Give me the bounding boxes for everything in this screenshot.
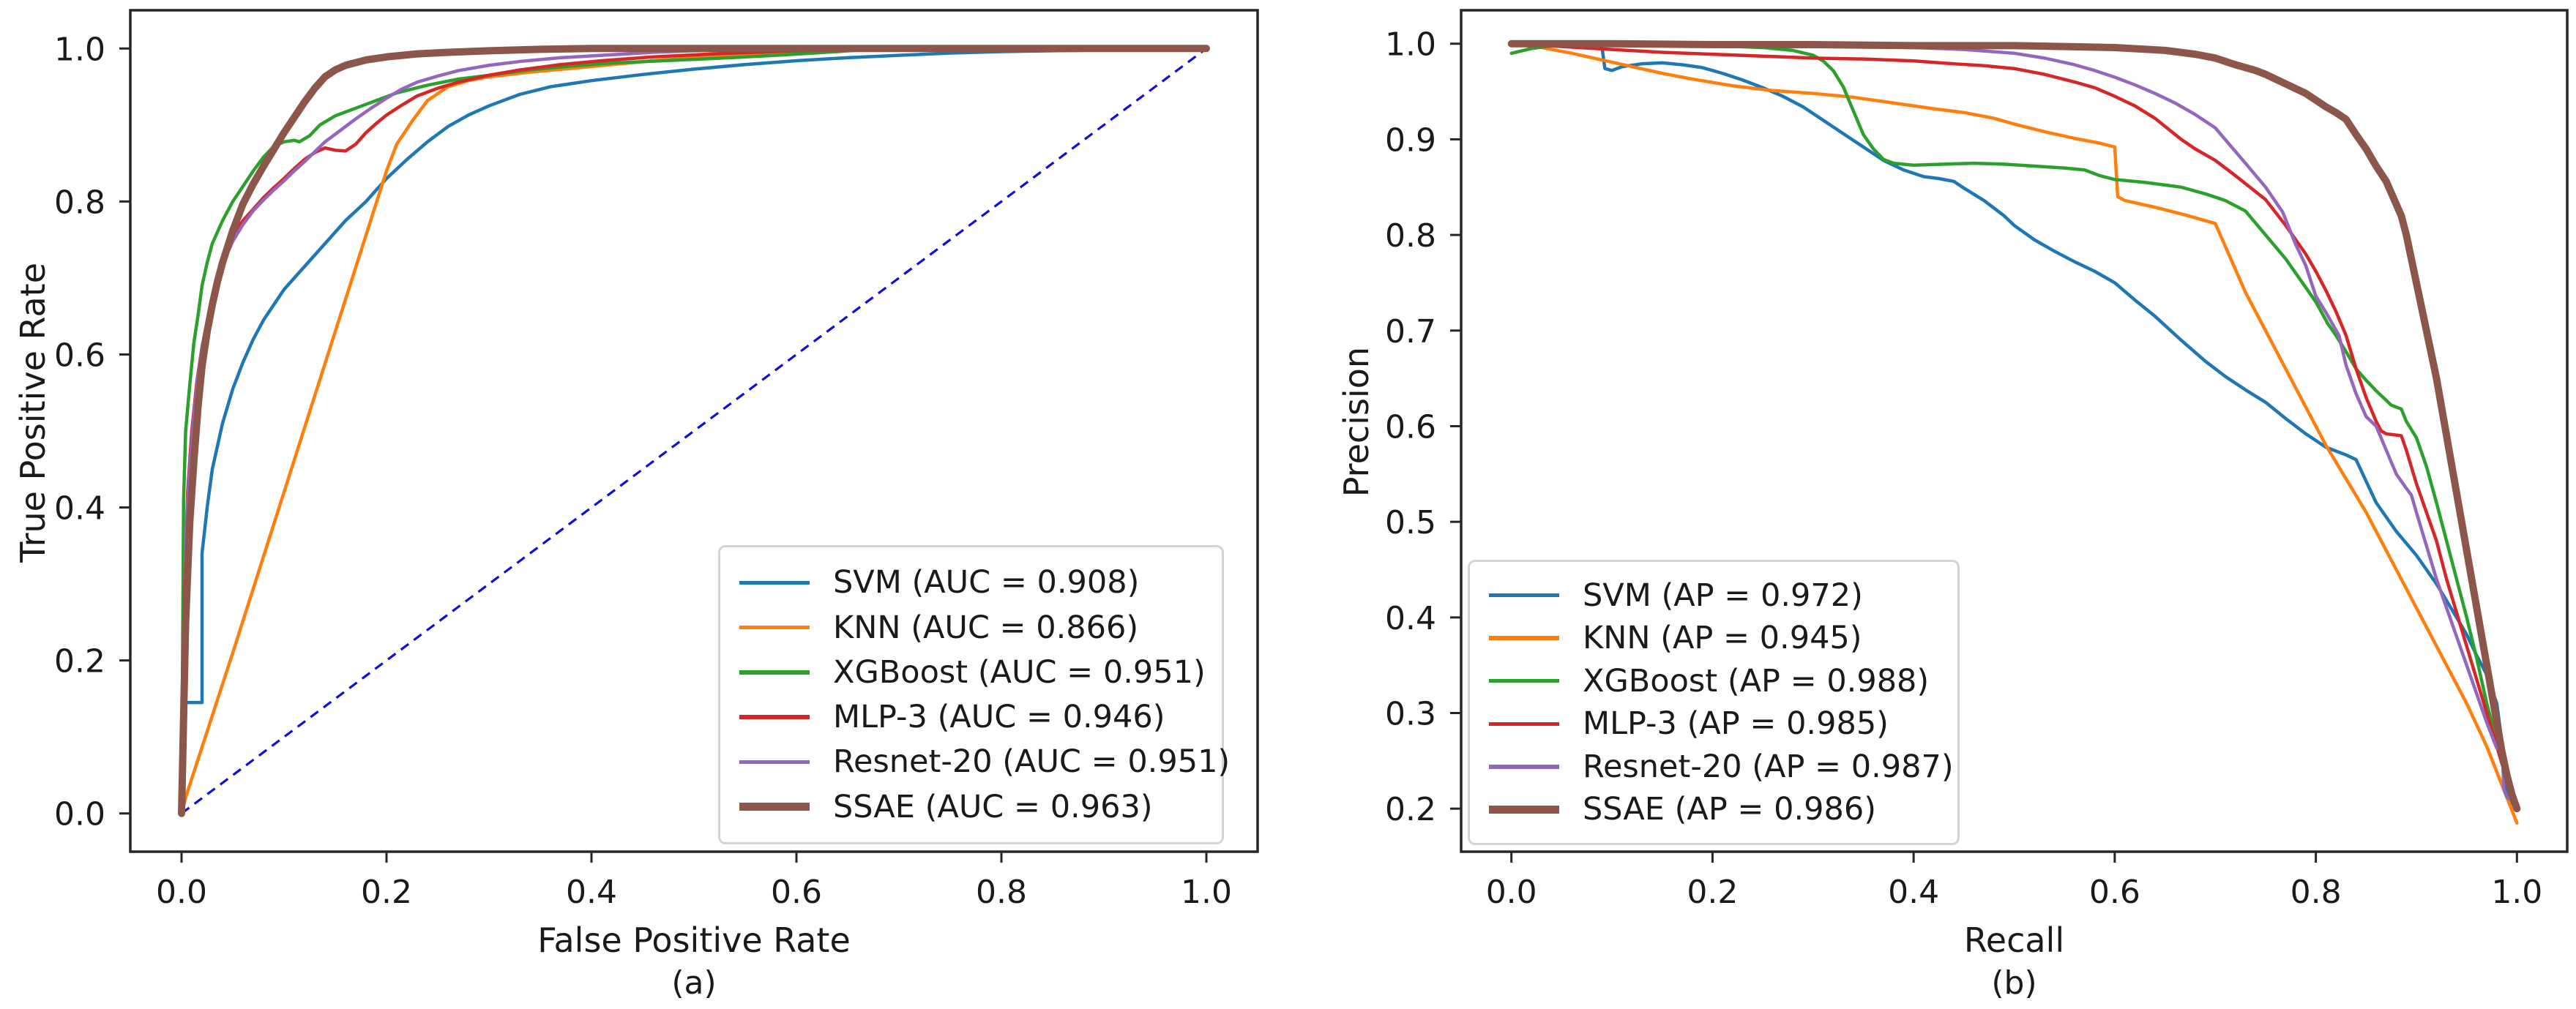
y-tick-label: 0.9 xyxy=(1385,121,1436,159)
legend-item-mlp3: MLP-3 (AUC = 0.946) xyxy=(739,699,1203,735)
y-tick-label: 0.5 xyxy=(1385,504,1436,541)
legend-label: Resnet-20 (AUC = 0.951) xyxy=(833,743,1231,781)
x-tick-label: 0.4 xyxy=(566,874,617,911)
x-tick-label: 1.0 xyxy=(1181,874,1232,911)
legend-swatch-ssae xyxy=(739,803,810,811)
chart-b-plot-area: 0.0 0.2 0.4 0.6 0.8 1.0 0.2 0.3 0.4 0.5 0.6 0.7 0.8 0… xyxy=(1385,9,2569,911)
y-axis-label-pr: Precision xyxy=(1337,347,1376,498)
y-tick-label: 0.4 xyxy=(54,490,105,528)
curve-svm xyxy=(179,47,1209,815)
x-tick-label: 0.8 xyxy=(976,874,1027,911)
legend-swatch-ssae xyxy=(1489,805,1559,814)
legend-swatch-xgboost xyxy=(739,670,810,675)
y-tick-label: 0.8 xyxy=(54,184,105,221)
subplot-caption-a: (a) xyxy=(671,964,717,1002)
y-tick-label: 0.3 xyxy=(1385,696,1436,733)
legend-item-knn: KNN (AP = 0.945) xyxy=(1489,620,1938,656)
legend-swatch-mlp3 xyxy=(739,715,810,719)
legend-label: MLP-3 (AP = 0.985) xyxy=(1583,705,1889,743)
curve-xgboost xyxy=(179,47,1209,815)
legend-item-knn: KNN (AUC = 0.866) xyxy=(739,609,1203,646)
chance-diagonal xyxy=(181,47,1207,815)
x-axis-label-pr: Recall xyxy=(1963,920,2065,960)
x-tick-label: 1.0 xyxy=(2491,874,2542,911)
axes-frame xyxy=(1460,9,2569,853)
y-tick-label: 0.2 xyxy=(1385,791,1436,828)
x-tick-label: 0.6 xyxy=(2089,874,2140,911)
y-tick-label: 0.7 xyxy=(1385,313,1436,350)
legend-item-resnet20: Resnet-20 (AUC = 0.951) xyxy=(739,743,1230,780)
x-tick-label: 0.2 xyxy=(1687,874,1738,911)
y-tick-label: 0.6 xyxy=(1385,408,1436,446)
y-tick-label: 0.2 xyxy=(54,643,105,680)
y-tick-label: 1.0 xyxy=(1385,26,1436,64)
x-tick-label: 0.6 xyxy=(771,874,822,911)
legend-label: SSAE (AUC = 0.963) xyxy=(833,788,1153,825)
x-tick-label: 0.4 xyxy=(1888,874,1939,911)
legend-item-svm: SVM (AUC = 0.908) xyxy=(739,564,1203,601)
y-tick-label: 1.0 xyxy=(54,31,105,68)
legend-item-resnet20: Resnet-20 (AP = 0.987) xyxy=(1489,749,1954,785)
curve-resnet-20 xyxy=(1509,42,2519,806)
legend-label: SVM (AP = 0.972) xyxy=(1583,577,1863,614)
y-tick-label: 0.0 xyxy=(54,796,105,833)
x-axis-label-roc: False Positive Rate xyxy=(537,920,851,960)
legend-item-xgboost: XGBoost (AP = 0.988) xyxy=(1489,663,1938,699)
legend-label: XGBoost (AP = 0.988) xyxy=(1583,662,1930,699)
curve-mlp-3 xyxy=(1509,42,2519,811)
legend-label: Resnet-20 (AP = 0.987) xyxy=(1583,748,1954,785)
legend-roc: SVM (AUC = 0.908) KNN (AUC = 0.866) XGBo… xyxy=(718,545,1230,844)
subplot-caption-b: (b) xyxy=(1991,964,2037,1002)
legend-swatch-xgboost xyxy=(1489,678,1559,683)
legend-swatch-knn xyxy=(739,625,810,630)
curve-xgboost xyxy=(1509,42,2514,796)
legend-label: KNN (AP = 0.945) xyxy=(1583,620,1862,657)
legend-swatch-svm xyxy=(739,580,810,585)
legend-label: KNN (AUC = 0.866) xyxy=(833,609,1139,646)
legend-label: XGBoost (AUC = 0.951) xyxy=(833,653,1206,691)
legend-swatch-mlp3 xyxy=(1489,721,1559,726)
curve-ssae xyxy=(1507,40,2521,813)
x-tick-label: 0.0 xyxy=(156,874,207,911)
legend-item-mlp3: MLP-3 (AP = 0.985) xyxy=(1489,705,1938,742)
legend-swatch-resnet20 xyxy=(1489,765,1559,769)
x-tick-label: 0.8 xyxy=(2291,874,2342,911)
legend-label: MLP-3 (AUC = 0.946) xyxy=(833,699,1165,736)
legend-label: SVM (AUC = 0.908) xyxy=(833,564,1140,601)
legend-label: SSAE (AP = 0.986) xyxy=(1583,791,1877,828)
legend-item-ssae: SSAE (AUC = 0.963) xyxy=(739,789,1203,825)
axes-frame xyxy=(129,9,1259,853)
chart-a-plot-area: 0.0 0.2 0.4 0.6 0.8 1.0 0.0 0.2 0.4 0.6 0.8 1.0 xyxy=(54,9,1259,911)
legend-swatch-resnet20 xyxy=(739,759,810,765)
legend-swatch-knn xyxy=(1489,636,1559,640)
legend-item-svm: SVM (AP = 0.972) xyxy=(1489,577,1938,614)
legend-item-ssae: SSAE (AP = 0.986) xyxy=(1489,791,1938,828)
legend-item-xgboost: XGBoost (AUC = 0.951) xyxy=(739,653,1206,691)
x-tick-label: 0.0 xyxy=(1486,874,1537,911)
curve-ssae xyxy=(178,45,1210,817)
y-axis-label-roc: True Positive Rate xyxy=(13,263,53,563)
curve-knn xyxy=(1509,42,2519,825)
legend-pr: SVM (AP = 0.972) KNN (AP = 0.945) XGBoos… xyxy=(1468,560,1960,845)
y-tick-label: 0.6 xyxy=(54,337,105,374)
y-tick-label: 0.4 xyxy=(1385,600,1436,637)
x-tick-label: 0.2 xyxy=(361,874,412,911)
legend-swatch-svm xyxy=(1489,593,1559,598)
y-tick-label: 0.8 xyxy=(1385,217,1436,255)
